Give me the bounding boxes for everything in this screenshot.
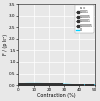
Legend: a =, 0.001, 0.0005, 0.0001, 0.00005, 0: a =, 0.001, 0.0005, 0.0001, 0.00005, 0 — [75, 5, 94, 33]
Y-axis label: F / (p l₀²): F / (p l₀²) — [3, 34, 8, 55]
X-axis label: Contraction (%): Contraction (%) — [37, 93, 76, 98]
